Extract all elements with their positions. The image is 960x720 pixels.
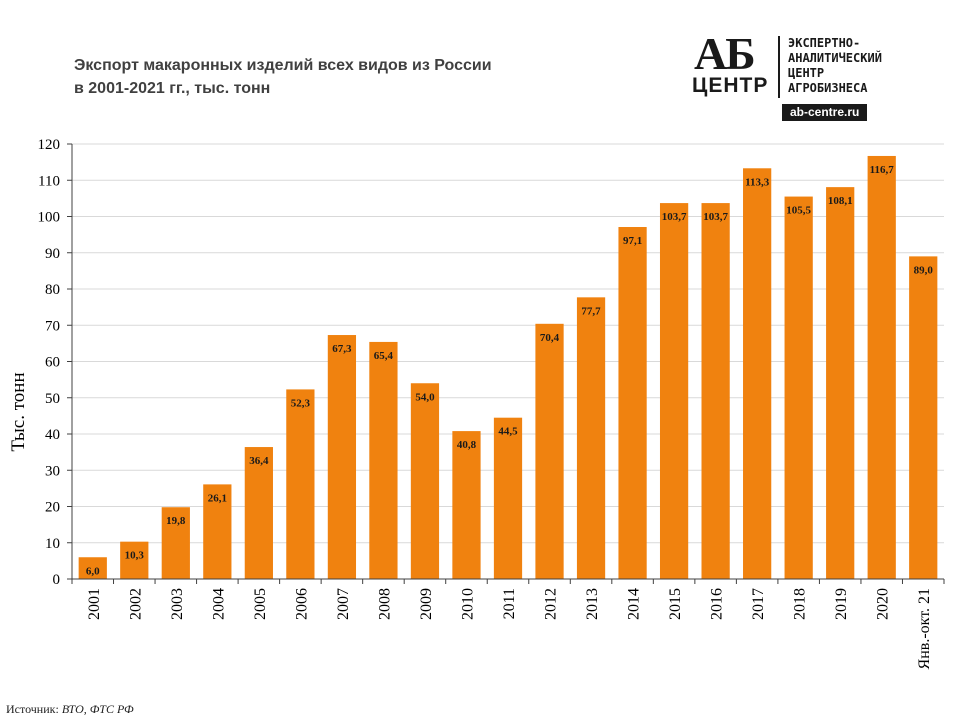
y-tick-label: 90 xyxy=(45,246,60,262)
bar-value-label: 36,4 xyxy=(249,455,269,467)
bar-value-label: 105,5 xyxy=(786,205,811,217)
y-tick-label: 80 xyxy=(45,282,60,298)
y-tick-label: 50 xyxy=(45,391,60,407)
source-note: Источник: ВТО, ФТС РФ xyxy=(6,702,134,717)
bar-layer: 6,0 10,3 19,8 26,1 36,4 52,3 67,3 65,4 54,0 40,8 4… xyxy=(78,155,938,579)
y-tick-label: 40 xyxy=(45,427,60,443)
y-tick-label: 0 xyxy=(53,572,61,588)
bar xyxy=(327,335,357,579)
chart-title-line-1: Экспорт макаронных изделий всех видов из… xyxy=(74,57,492,74)
logo-separator xyxy=(778,36,780,98)
bar-value-label: 54,0 xyxy=(415,391,435,403)
logo-mark-bottom: ЦЕНТР xyxy=(692,74,769,97)
bar-value-label: 19,8 xyxy=(166,515,186,527)
bar xyxy=(161,507,190,579)
logo-text-line-4: АГРОБИЗНЕСА xyxy=(788,81,868,95)
logo-text: ЭКСПЕРТНО- АНАЛИТИЧЕСКИЙ ЦЕНТР АГРОБИЗНЕ… xyxy=(788,36,882,96)
bar xyxy=(576,297,606,579)
y-tick-label: 10 xyxy=(45,536,60,552)
bar xyxy=(659,203,689,579)
x-tick-label: 2020 xyxy=(875,588,892,620)
bar-value-label: 6,0 xyxy=(86,565,100,577)
bar-value-label: 108,1 xyxy=(828,195,853,207)
bar-value-label: 10,3 xyxy=(125,550,145,562)
chart-title-line-2: в 2001-2021 гг., тыс. тонн xyxy=(74,80,271,97)
y-tick-label: 100 xyxy=(38,210,61,226)
x-tick-label: 2015 xyxy=(667,588,684,620)
axis-layer: 0 10 20 30 40 50 60 70 80 90 100 110 120 2001 2002 2003… xyxy=(38,137,945,669)
bar xyxy=(120,541,149,579)
y-tick-label: 110 xyxy=(38,173,60,189)
logo-url: ab-centre.ru xyxy=(782,104,868,121)
bar xyxy=(452,431,481,579)
bar-value-label: 67,3 xyxy=(332,343,352,355)
bar xyxy=(493,417,523,579)
bar xyxy=(203,484,232,579)
bar-value-label: 40,8 xyxy=(457,439,477,451)
bar xyxy=(244,447,273,579)
x-tick-label: Янв.-окт. 21 xyxy=(916,588,933,669)
logo-text-line-1: ЭКСПЕРТНО- xyxy=(788,36,861,50)
logo-mark-top: АБ xyxy=(694,28,756,79)
x-tick-label: 2002 xyxy=(127,588,144,620)
bar xyxy=(535,323,564,579)
source-value: ВТО, ФТС РФ xyxy=(61,702,134,716)
x-tick-label: 2009 xyxy=(418,588,435,620)
bar-value-label: 77,7 xyxy=(581,305,601,317)
bar xyxy=(867,155,896,579)
chart-title: Экспорт макаронных изделий всех видов из… xyxy=(74,54,492,100)
bar-value-label: 52,3 xyxy=(291,397,311,409)
bar-value-label: 113,3 xyxy=(745,176,770,188)
logo-text-line-3: ЦЕНТР xyxy=(788,66,825,80)
x-tick-label: 2006 xyxy=(293,588,310,620)
x-tick-label: 2019 xyxy=(833,588,850,620)
bar-value-label: 103,7 xyxy=(662,211,687,223)
source-label: Источник: xyxy=(6,702,59,716)
x-tick-label: 2017 xyxy=(750,588,767,620)
x-tick-label: 2016 xyxy=(709,588,726,620)
bar-value-label: 70,4 xyxy=(540,332,560,344)
bar xyxy=(286,389,315,579)
bar xyxy=(618,227,647,579)
y-tick-label: 60 xyxy=(45,355,60,371)
y-tick-label: 30 xyxy=(45,463,60,479)
y-tick-label: 70 xyxy=(45,318,60,334)
bar-value-label: 26,1 xyxy=(208,492,227,504)
x-tick-label: 2004 xyxy=(210,588,227,620)
bar-value-label: 65,4 xyxy=(374,350,394,362)
x-tick-label: 2008 xyxy=(376,588,393,620)
x-tick-label: 2010 xyxy=(459,588,476,620)
bar xyxy=(826,187,855,579)
x-tick-label: 2005 xyxy=(252,588,269,620)
x-tick-label: 2001 xyxy=(86,588,103,620)
x-tick-label: 2013 xyxy=(584,588,601,620)
x-tick-label: 2018 xyxy=(792,588,809,620)
bar-value-label: 116,7 xyxy=(870,164,895,176)
x-tick-label: 2007 xyxy=(335,588,352,620)
x-tick-label: 2011 xyxy=(501,588,518,619)
bar xyxy=(909,256,938,579)
bar xyxy=(743,168,772,579)
bar xyxy=(784,196,813,579)
bar xyxy=(701,203,730,579)
logo-text-line-2: АНАЛИТИЧЕСКИЙ xyxy=(788,51,882,65)
bar-value-label: 89,0 xyxy=(914,264,934,276)
bar-value-label: 97,1 xyxy=(623,235,642,247)
bar-value-label: 44,5 xyxy=(498,426,518,438)
y-tick-label: 120 xyxy=(38,137,61,153)
bar xyxy=(369,341,398,579)
y-tick-label: 20 xyxy=(45,500,60,516)
x-tick-label: 2003 xyxy=(169,588,186,620)
bar-value-label: 103,7 xyxy=(703,211,728,223)
x-tick-label: 2012 xyxy=(543,588,560,620)
bar xyxy=(410,383,440,579)
ab-centre-logo: АБ ЦЕНТР ЭКСПЕРТНО- АНАЛИТИЧЕСКИЙ ЦЕНТР … xyxy=(690,28,930,122)
bar xyxy=(78,557,107,579)
x-tick-label: 2014 xyxy=(626,588,643,620)
y-axis-label: Тыс. тонн xyxy=(8,372,29,451)
